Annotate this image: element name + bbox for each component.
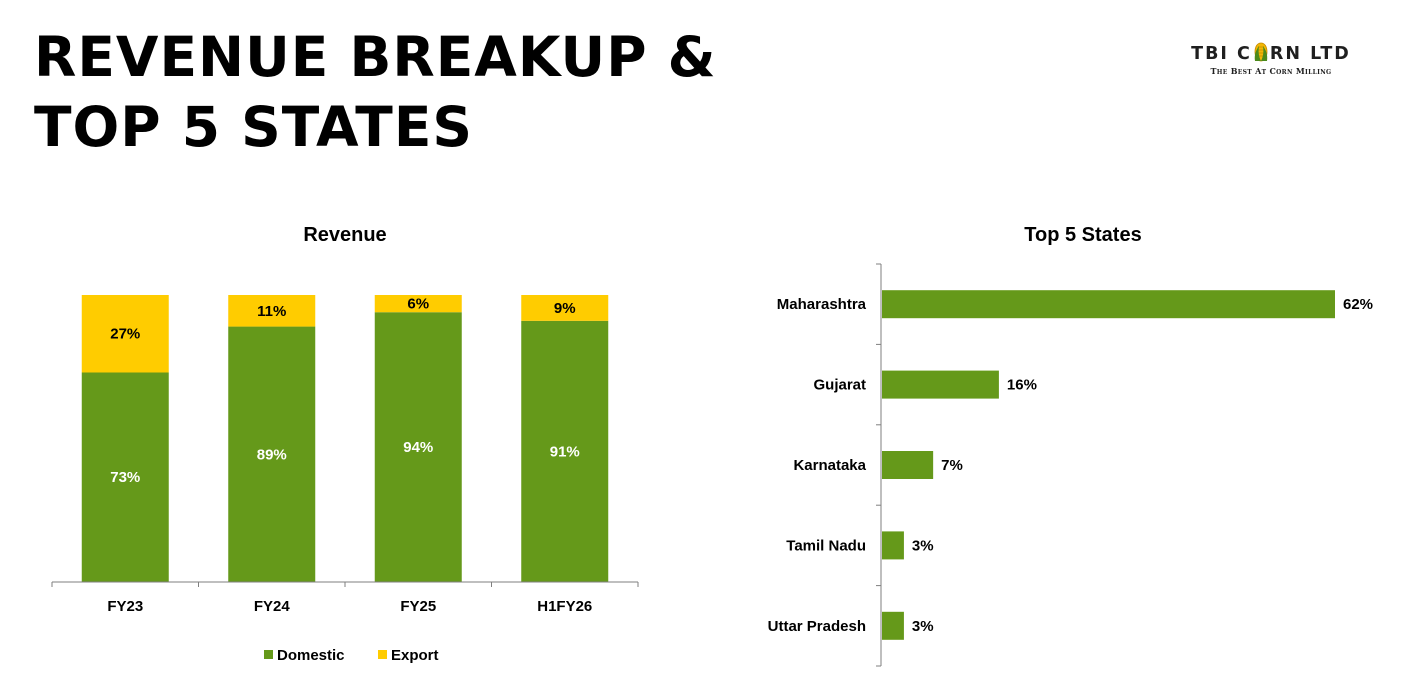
state-data-label: 62% bbox=[1343, 296, 1373, 313]
logo-name-part-1: TBI C bbox=[1191, 44, 1252, 64]
export-data-label: 11% bbox=[257, 303, 286, 320]
export-data-label: 27% bbox=[110, 326, 140, 343]
export-bar-fy25 bbox=[374, 295, 462, 313]
y-tick-label: Gujarat bbox=[813, 377, 866, 394]
domestic-bar-fy25 bbox=[374, 312, 462, 582]
revenue-legend: Domestic Export bbox=[264, 647, 439, 664]
y-tick-label: Uttar Pradesh bbox=[768, 618, 866, 635]
page-title: REVENUE BREAKUP & TOP 5 STATES bbox=[34, 22, 717, 162]
y-tick-label: Karnataka bbox=[793, 457, 866, 474]
domestic-bar-fy23 bbox=[81, 372, 169, 582]
export-data-label: 9% bbox=[554, 300, 576, 317]
y-tick-label: Maharashtra bbox=[777, 296, 867, 313]
export-data-label: 6% bbox=[407, 296, 429, 313]
state-data-label: 7% bbox=[941, 457, 963, 474]
state-bar-karnataka bbox=[882, 451, 934, 479]
state-data-label: 3% bbox=[912, 618, 934, 635]
page-title-line-1: REVENUE BREAKUP & bbox=[34, 25, 717, 89]
legend-label-export: Export bbox=[391, 647, 439, 664]
domestic-data-label: 73% bbox=[110, 469, 140, 486]
domestic-bar-h1fy26 bbox=[521, 320, 609, 582]
states-chart-title: Top 5 States bbox=[1024, 224, 1141, 246]
logo-tagline: The Best At Corn Milling bbox=[1210, 66, 1332, 76]
state-bar-gujarat bbox=[882, 370, 999, 399]
revenue-chart: Revenue 73% 27% FY23 89% 11% FY24 94% 6% FY25 91% 9… bbox=[51, 224, 639, 664]
x-tick-label: FY25 bbox=[400, 598, 436, 615]
legend-swatch-export bbox=[378, 650, 387, 659]
revenue-chart-title: Revenue bbox=[303, 224, 386, 246]
x-tick-label: FY24 bbox=[254, 598, 291, 615]
logo-name-part-2: RN LTD bbox=[1269, 44, 1351, 64]
state-data-label: 16% bbox=[1007, 377, 1037, 394]
export-bar-h1fy26 bbox=[521, 295, 609, 321]
x-tick-label: FY23 bbox=[107, 598, 143, 615]
domestic-data-label: 91% bbox=[550, 443, 580, 460]
y-tick-label: Tamil Nadu bbox=[786, 537, 866, 554]
domestic-data-label: 94% bbox=[403, 439, 433, 456]
corn-cob-icon bbox=[1254, 42, 1268, 62]
x-tick-label: H1FY26 bbox=[537, 598, 592, 615]
state-data-label: 3% bbox=[912, 537, 934, 554]
export-bar-fy23 bbox=[81, 295, 169, 373]
export-bar-fy24 bbox=[228, 295, 316, 327]
state-bar-maharashtra bbox=[882, 290, 1335, 319]
state-bar-uttar-pradesh bbox=[882, 611, 904, 640]
company-logo: TBI C RN LTD The Best At Corn Milling bbox=[1176, 42, 1366, 76]
page-title-line-2: TOP 5 STATES bbox=[34, 95, 474, 159]
legend-label-domestic: Domestic bbox=[277, 647, 345, 664]
logo-wordmark: TBI C RN LTD bbox=[1176, 42, 1366, 65]
domestic-bar-fy24 bbox=[228, 326, 316, 582]
legend-swatch-domestic bbox=[264, 650, 273, 659]
state-bar-tamil-nadu bbox=[882, 531, 904, 560]
domestic-data-label: 89% bbox=[257, 446, 287, 463]
